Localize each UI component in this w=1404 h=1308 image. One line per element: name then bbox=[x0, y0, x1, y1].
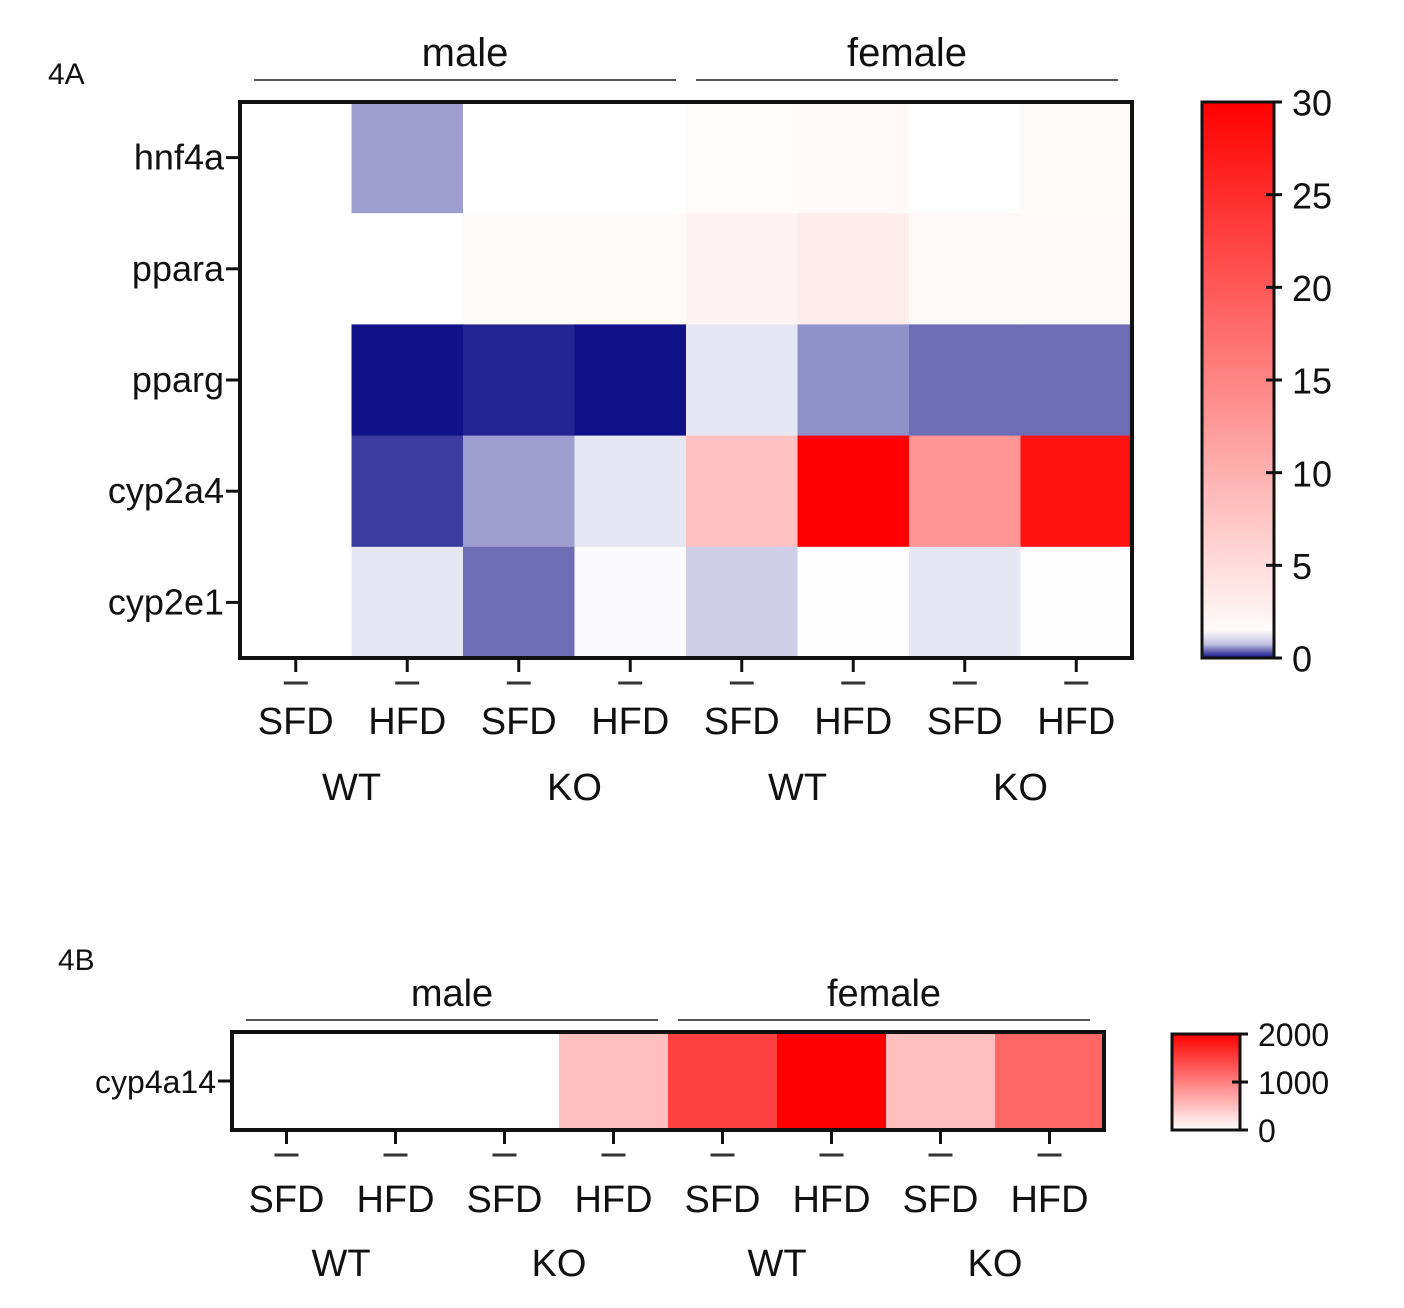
condition-label: SFD bbox=[927, 701, 1003, 743]
heatmap-cell bbox=[909, 546, 1021, 659]
row-label: cyp2a4 bbox=[108, 470, 224, 511]
condition-label: SFD bbox=[249, 1179, 325, 1221]
condition-label: SFD bbox=[685, 1179, 761, 1221]
colorbar-tick-label: 2000 bbox=[1258, 1017, 1329, 1053]
heatmap-cell bbox=[559, 1032, 669, 1131]
colorbar-tick-label: 30 bbox=[1292, 83, 1332, 124]
heatmap-cell bbox=[463, 102, 575, 214]
heatmap-cell bbox=[574, 213, 687, 325]
heatmap-cell bbox=[341, 1032, 451, 1131]
condition-label: SFD bbox=[704, 701, 780, 743]
heatmap-cell bbox=[351, 324, 464, 437]
colorbar-tick-label: 0 bbox=[1292, 639, 1312, 680]
heatmap-cell bbox=[797, 102, 910, 214]
row-label: ppara bbox=[132, 248, 225, 289]
heatmap-cell bbox=[686, 324, 798, 437]
genotype-label: KO bbox=[532, 1243, 587, 1285]
genotype-label: WT bbox=[322, 767, 381, 809]
heatmap-cell bbox=[886, 1032, 996, 1131]
heatmap-cell bbox=[686, 102, 798, 214]
panel-label-4b: 4B bbox=[58, 944, 95, 977]
heatmap-cell bbox=[463, 324, 575, 437]
heatmap-cell bbox=[351, 435, 464, 548]
group-label: male bbox=[422, 31, 509, 75]
heatmap-cell bbox=[1020, 435, 1133, 548]
heatmap-cell bbox=[777, 1032, 887, 1131]
heatmap-cell bbox=[686, 435, 798, 548]
colorbar-tick-label: 1000 bbox=[1258, 1065, 1329, 1101]
heatmap-cell bbox=[351, 102, 464, 214]
heatmap-cell bbox=[797, 324, 910, 437]
heatmap-cell bbox=[909, 213, 1021, 325]
heatmap-cell bbox=[351, 546, 464, 659]
heatmap-cell bbox=[797, 546, 910, 659]
condition-label: HFD bbox=[792, 1179, 870, 1221]
heatmap-cell bbox=[797, 213, 910, 325]
heatmap-cell bbox=[1020, 546, 1133, 659]
colorbar-tick-label: 20 bbox=[1292, 268, 1332, 309]
colorbar-tick-label: 15 bbox=[1292, 361, 1332, 402]
panel-label-4a: 4A bbox=[48, 58, 85, 91]
condition-label: SFD bbox=[258, 701, 334, 743]
heatmap-cell bbox=[909, 102, 1021, 214]
genotype-label: WT bbox=[768, 767, 827, 809]
heatmap-cell bbox=[1020, 324, 1133, 437]
heatmap-panel-4a: hnf4a ppara pparg cyp2a4 cyp2e1 SFD HFD SFD HFD S… bbox=[108, 31, 1332, 809]
colorbar-tick-label: 5 bbox=[1292, 546, 1312, 587]
condition-label: HFD bbox=[574, 1179, 652, 1221]
heatmap-cell bbox=[574, 546, 687, 659]
row-label: hnf4a bbox=[134, 137, 225, 178]
heatmap-cell bbox=[1020, 102, 1133, 214]
row-label: pparg bbox=[132, 359, 224, 400]
row-label: cyp2e1 bbox=[108, 581, 224, 622]
genotype-label: KO bbox=[547, 767, 602, 809]
condition-label: HFD bbox=[368, 701, 446, 743]
condition-label: SFD bbox=[481, 701, 557, 743]
heatmap-cell bbox=[668, 1032, 778, 1131]
condition-label: HFD bbox=[356, 1179, 434, 1221]
heatmap-cell bbox=[240, 213, 352, 325]
heatmap-cell bbox=[240, 546, 352, 659]
heatmap-panel-4b: cyp4a14 SFD HFD SFD HFD SFD HFD SFD HFD WT KO WT KO m… bbox=[95, 973, 1329, 1285]
genotype-label: WT bbox=[747, 1243, 806, 1285]
heatmap-cell bbox=[686, 546, 798, 659]
group-label: female bbox=[847, 31, 967, 75]
condition-label: HFD bbox=[591, 701, 669, 743]
heatmap-cell bbox=[995, 1032, 1105, 1131]
heatmap-cell bbox=[232, 1032, 342, 1131]
genotype-label: KO bbox=[968, 1243, 1023, 1285]
group-label: male bbox=[411, 973, 493, 1015]
colorbar bbox=[1200, 100, 1276, 660]
group-label: female bbox=[827, 973, 941, 1015]
row-label: cyp4a14 bbox=[95, 1064, 216, 1100]
condition-label: SFD bbox=[467, 1179, 543, 1221]
heatmap-cell bbox=[1020, 213, 1133, 325]
heatmap-cell bbox=[463, 546, 575, 659]
heatmap-cell bbox=[240, 102, 352, 214]
condition-label: SFD bbox=[903, 1179, 979, 1221]
genotype-label: KO bbox=[993, 767, 1048, 809]
colorbar-tick-label: 0 bbox=[1258, 1113, 1276, 1149]
heatmap-cell bbox=[240, 324, 352, 437]
heatmap-cell bbox=[240, 435, 352, 548]
heatmap-cell bbox=[351, 213, 464, 325]
colorbar bbox=[1170, 1032, 1242, 1132]
heatmap-cell bbox=[909, 324, 1021, 437]
heatmap-cell bbox=[463, 435, 575, 548]
heatmap-cell bbox=[797, 435, 910, 548]
heatmap-cell bbox=[574, 435, 687, 548]
heatmap-cell bbox=[574, 102, 687, 214]
condition-label: HFD bbox=[814, 701, 892, 743]
colorbar-tick-label: 10 bbox=[1292, 453, 1332, 494]
heatmap-cell bbox=[574, 324, 687, 437]
genotype-label: WT bbox=[311, 1243, 370, 1285]
condition-label: HFD bbox=[1010, 1179, 1088, 1221]
heatmap-cell bbox=[450, 1032, 560, 1131]
heatmap-cell bbox=[909, 435, 1021, 548]
heatmap-cell bbox=[686, 213, 798, 325]
colorbar-tick-label: 25 bbox=[1292, 175, 1332, 216]
condition-label: HFD bbox=[1037, 701, 1115, 743]
heatmap-cell bbox=[463, 213, 575, 325]
